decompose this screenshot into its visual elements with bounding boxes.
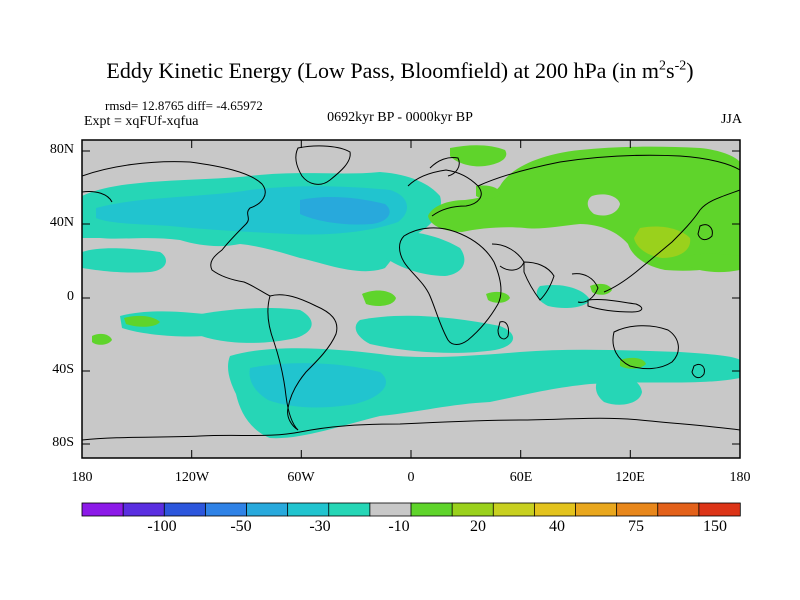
coast-south-america-west [267, 295, 299, 431]
coast-japan [697, 224, 713, 241]
coast-north-america [82, 161, 271, 297]
lat-ticks [82, 150, 740, 445]
lon-ticks [81, 140, 741, 458]
coast-greenland [295, 145, 351, 185]
map-frame [81, 139, 741, 459]
colorbar-swatch [575, 502, 618, 517]
colorbar-label: 75 [628, 518, 644, 535]
coast-east-asia [603, 189, 740, 293]
colorbar-swatch [451, 502, 494, 517]
coast-southeast-asia [571, 273, 599, 303]
colorbar-label: -30 [309, 518, 331, 535]
negative-anomaly-fields [82, 172, 740, 439]
pos-field-south-pacific-west [92, 333, 112, 345]
lat-label-0: 0 [67, 289, 74, 304]
coast-africa [399, 227, 502, 345]
lat-label-40s: 40S [52, 362, 74, 377]
neg-field-southern-ocean-core [249, 363, 386, 408]
colorbar-label: 20 [470, 518, 486, 535]
coastlines [82, 145, 740, 441]
pos-field-arctic-strip [450, 145, 507, 167]
coast-scandinavia [429, 157, 460, 177]
colorbar-swatch [204, 502, 248, 517]
colorbar-label: -100 [147, 518, 177, 535]
map-title-text: Eddy Kinetic Energy (Low Pass, Bloomfiel… [106, 58, 659, 83]
lat-label-40n: 40N [49, 215, 74, 230]
colorbar-swatch [122, 502, 165, 517]
lon-label-120w: 120W [174, 470, 210, 485]
pos-field-equatorial-africa [486, 291, 510, 303]
colorbar-swatch [369, 502, 412, 517]
lat-label-80n: 80N [49, 142, 74, 157]
coast-new-zealand [691, 363, 705, 379]
pos-field-equatorial-atlantic [362, 290, 396, 306]
pos-field-eurasia-gap [587, 194, 620, 216]
neg-field-tropical-east [536, 284, 590, 308]
coast-madagascar [497, 321, 509, 340]
colorbar-label: 150 [703, 518, 727, 535]
stats-text: rmsd= 12.8765 diff= -4.65972 [105, 98, 263, 113]
coast-indonesia [587, 299, 643, 313]
colorbar-label: -10 [388, 518, 410, 535]
colorbar-label: -50 [230, 518, 252, 535]
title-units-mid: s [666, 58, 675, 83]
positive-anomaly-fields [92, 145, 740, 369]
colorbar-swatch [163, 502, 207, 517]
lon-label-180w: 180 [71, 470, 93, 485]
colorbar-swatch [246, 502, 289, 517]
lon-label-0: 0 [407, 470, 415, 485]
colorbar-swatch [533, 502, 577, 517]
neg-field-south-indian-ocean [355, 315, 514, 353]
coast-south-america [269, 294, 338, 431]
title-units-close: ) [686, 58, 694, 83]
pos-field-south-east-pacific [620, 357, 646, 369]
lat-label-80s: 80S [52, 435, 74, 450]
coast-alaska-west [82, 191, 113, 203]
experiment-text: Expt = xqFUf-xqfua [84, 114, 199, 129]
colorbar-swatch [410, 502, 453, 517]
map-title: Eddy Kinetic Energy (Low Pass, Bloomfiel… [0, 58, 800, 84]
colorbar-swatch [328, 502, 371, 517]
lon-label-60e: 60E [509, 470, 533, 485]
pos-field-caspian [476, 185, 500, 199]
coast-india [523, 261, 555, 301]
title-units-sup1: 2 [659, 58, 666, 74]
lon-label-60w: 60W [287, 470, 315, 485]
neg-field-north-atlantic-deep [300, 197, 390, 225]
colorbar-swatch [657, 502, 700, 517]
lon-label-180e: 180 [729, 470, 751, 485]
colorbar-swatch [492, 502, 536, 517]
coast-antarctica [82, 417, 740, 441]
pos-field-tropical-pacific [124, 315, 160, 327]
colorbar-swatch [287, 502, 330, 517]
neg-field-tropical-atlantic [380, 230, 465, 276]
colorbar-swatch [698, 502, 741, 517]
pos-field-central-pacific [688, 253, 740, 273]
coast-australia [612, 325, 679, 370]
season-text: JJA [720, 112, 742, 127]
lon-label-120e: 120E [615, 470, 645, 485]
neg-field-pacific-band [82, 248, 166, 273]
period-text: 0692kyr BP - 0000kyr BP [327, 110, 473, 125]
colorbar-swatch [616, 502, 659, 517]
colorbar-label: 40 [549, 518, 565, 535]
neg-field-south-pacific [595, 374, 642, 405]
map-plot-area [82, 140, 740, 458]
pos-field-eurasia-yellow [634, 226, 691, 258]
colorbar [81, 502, 741, 517]
colorbar-swatch [81, 502, 124, 517]
title-units-sup2: -2 [674, 58, 687, 74]
neg-field-eastern-pacific-south [190, 308, 312, 343]
coast-asia [477, 154, 740, 187]
